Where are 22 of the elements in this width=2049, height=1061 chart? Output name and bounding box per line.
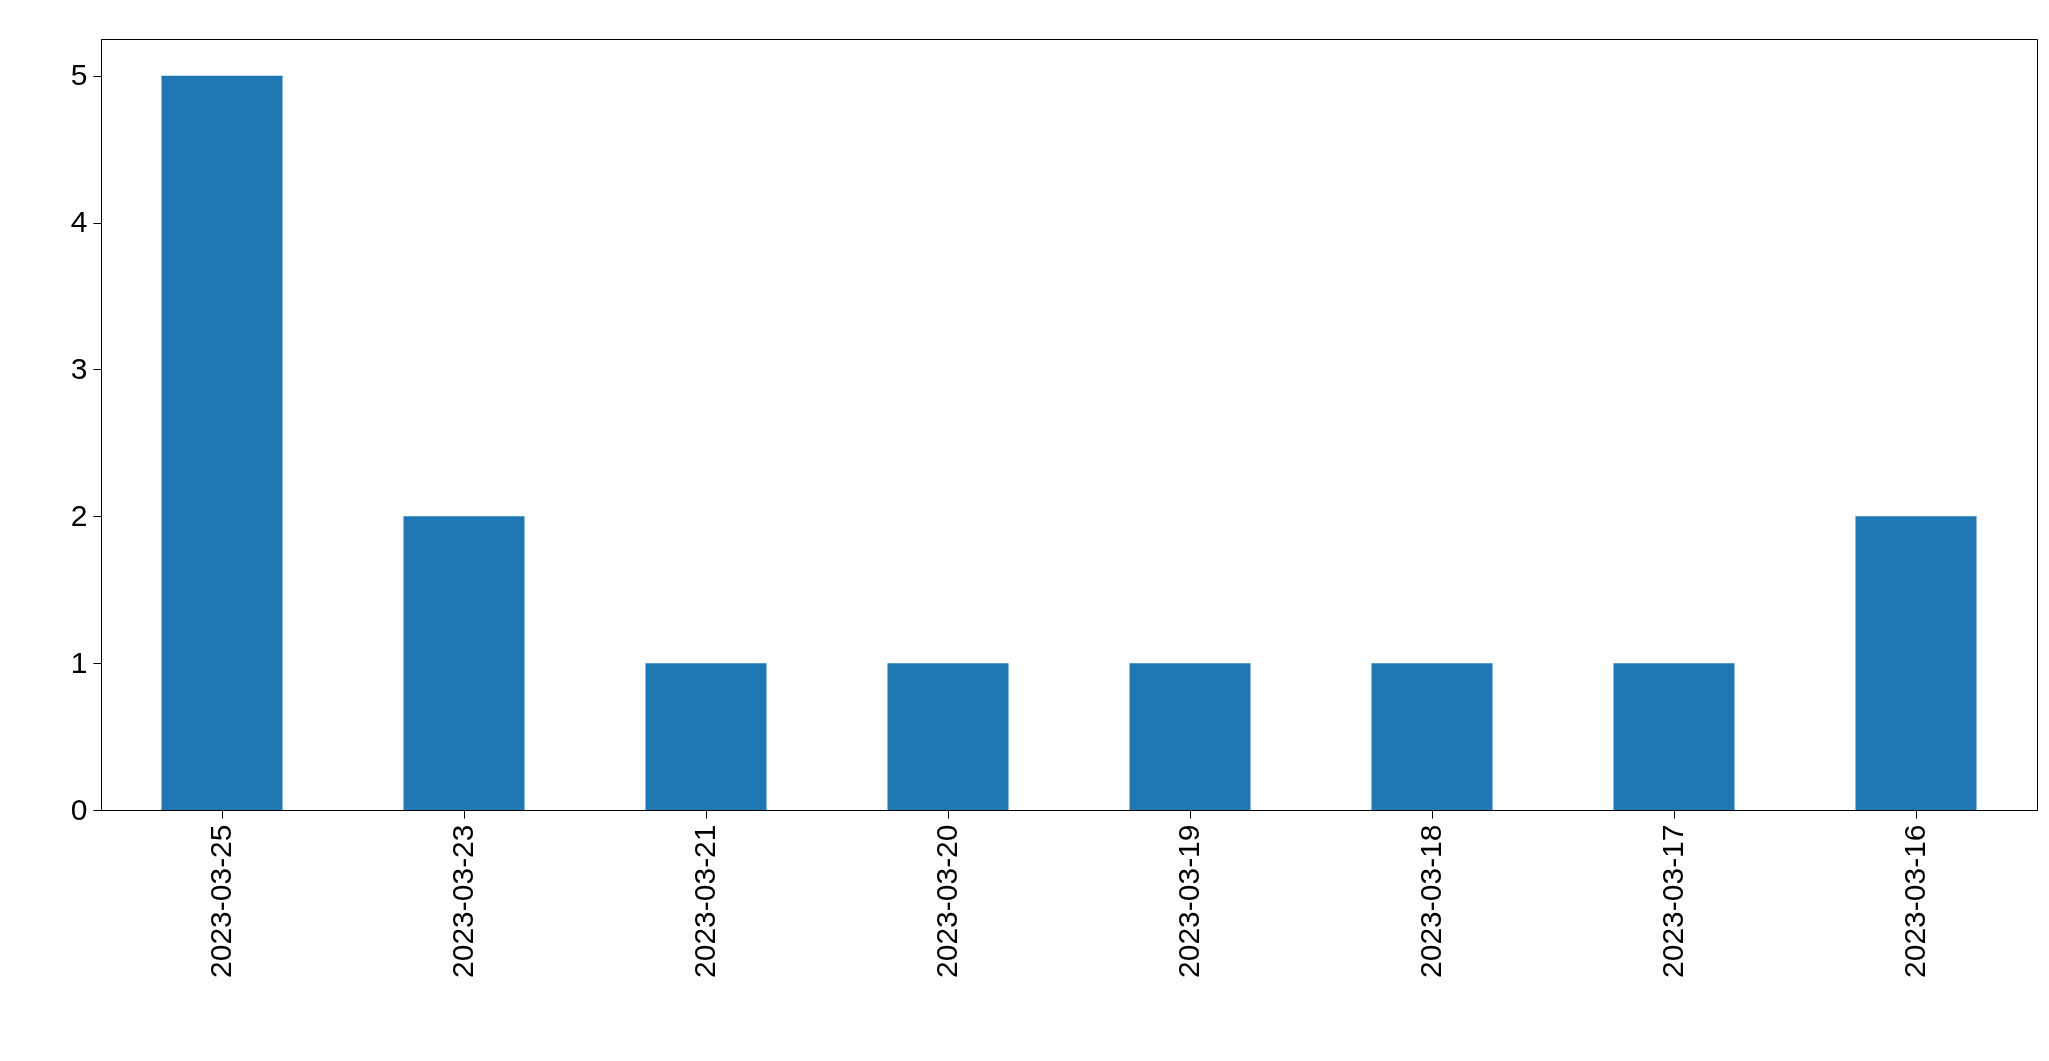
x-tick-label: 2023-03-17 <box>1656 824 1689 978</box>
bar <box>161 75 283 810</box>
y-tick-label: 5 <box>70 58 88 92</box>
bar <box>1855 516 1977 810</box>
x-tick-label: 2023-03-23 <box>446 824 479 978</box>
x-tick-label: 2023-03-25 <box>204 824 237 978</box>
bar <box>1613 663 1735 810</box>
x-tick-label: 2023-03-21 <box>688 824 721 978</box>
bar <box>645 663 767 810</box>
y-tick-label: 0 <box>70 792 88 826</box>
x-tick-label: 2023-03-19 <box>1172 824 1205 978</box>
x-tick-label: 2023-03-16 <box>1898 824 1931 978</box>
bar <box>1129 663 1251 810</box>
bar <box>887 663 1009 810</box>
x-tick-label: 2023-03-20 <box>930 824 963 978</box>
bar <box>403 516 525 810</box>
y-tick-label: 3 <box>70 351 88 385</box>
bar <box>1371 663 1493 810</box>
x-tick-label: 2023-03-18 <box>1414 824 1447 978</box>
y-tick-label: 4 <box>70 205 88 239</box>
y-tick-label: 2 <box>70 498 88 532</box>
y-tick-label: 1 <box>70 645 88 679</box>
